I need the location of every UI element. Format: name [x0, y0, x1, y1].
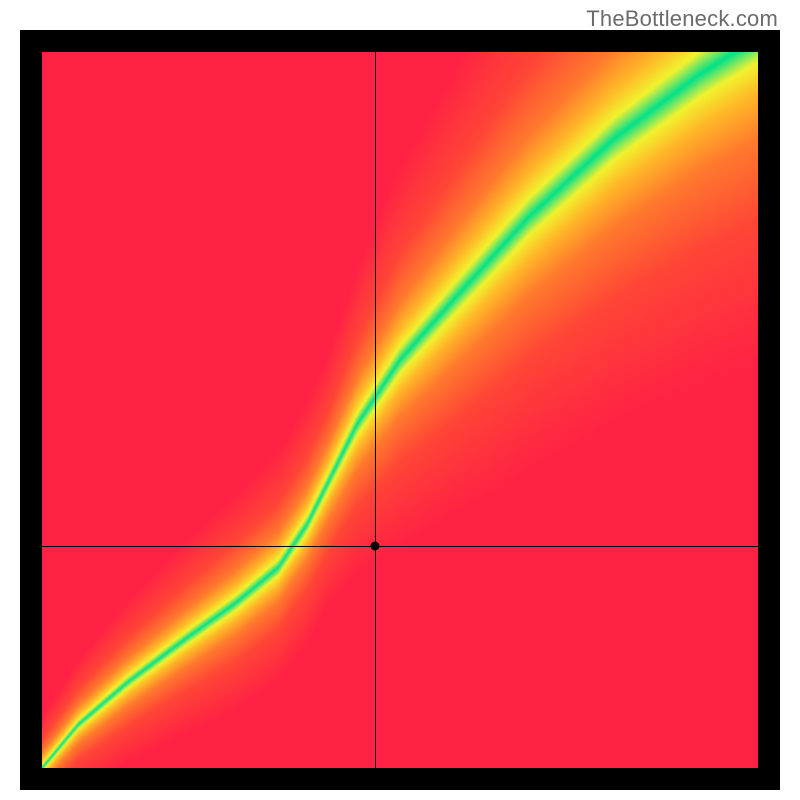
plot-outer-frame: [20, 30, 780, 790]
heatmap-canvas: [42, 52, 758, 768]
plot-inner-area: [42, 52, 758, 768]
crosshair-marker: [370, 542, 379, 551]
crosshair-vertical: [375, 52, 376, 768]
watermark-text: TheBottleneck.com: [586, 6, 778, 32]
crosshair-horizontal: [42, 546, 758, 547]
